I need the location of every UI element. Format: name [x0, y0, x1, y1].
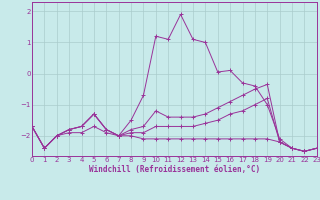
X-axis label: Windchill (Refroidissement éolien,°C): Windchill (Refroidissement éolien,°C): [89, 165, 260, 174]
